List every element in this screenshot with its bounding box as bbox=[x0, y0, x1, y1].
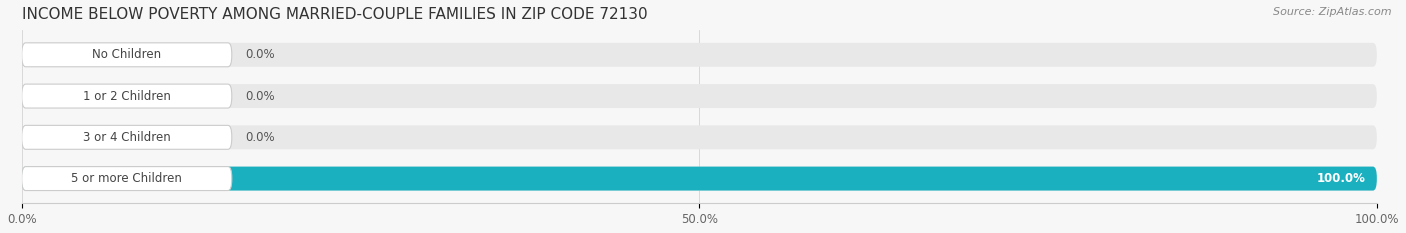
Text: 0.0%: 0.0% bbox=[245, 48, 276, 61]
Text: Source: ZipAtlas.com: Source: ZipAtlas.com bbox=[1274, 7, 1392, 17]
Text: 5 or more Children: 5 or more Children bbox=[72, 172, 183, 185]
FancyBboxPatch shape bbox=[21, 84, 232, 108]
Text: 3 or 4 Children: 3 or 4 Children bbox=[83, 131, 170, 144]
FancyBboxPatch shape bbox=[21, 167, 232, 191]
FancyBboxPatch shape bbox=[21, 84, 1376, 108]
Text: No Children: No Children bbox=[93, 48, 162, 61]
FancyBboxPatch shape bbox=[21, 167, 1376, 191]
FancyBboxPatch shape bbox=[21, 125, 232, 149]
FancyBboxPatch shape bbox=[21, 43, 1376, 67]
FancyBboxPatch shape bbox=[21, 167, 1376, 191]
Text: 1 or 2 Children: 1 or 2 Children bbox=[83, 89, 170, 103]
Text: 100.0%: 100.0% bbox=[1317, 172, 1367, 185]
Text: INCOME BELOW POVERTY AMONG MARRIED-COUPLE FAMILIES IN ZIP CODE 72130: INCOME BELOW POVERTY AMONG MARRIED-COUPL… bbox=[21, 7, 647, 22]
Text: 0.0%: 0.0% bbox=[245, 131, 276, 144]
Text: 0.0%: 0.0% bbox=[245, 89, 276, 103]
FancyBboxPatch shape bbox=[21, 125, 1376, 149]
FancyBboxPatch shape bbox=[21, 43, 232, 67]
